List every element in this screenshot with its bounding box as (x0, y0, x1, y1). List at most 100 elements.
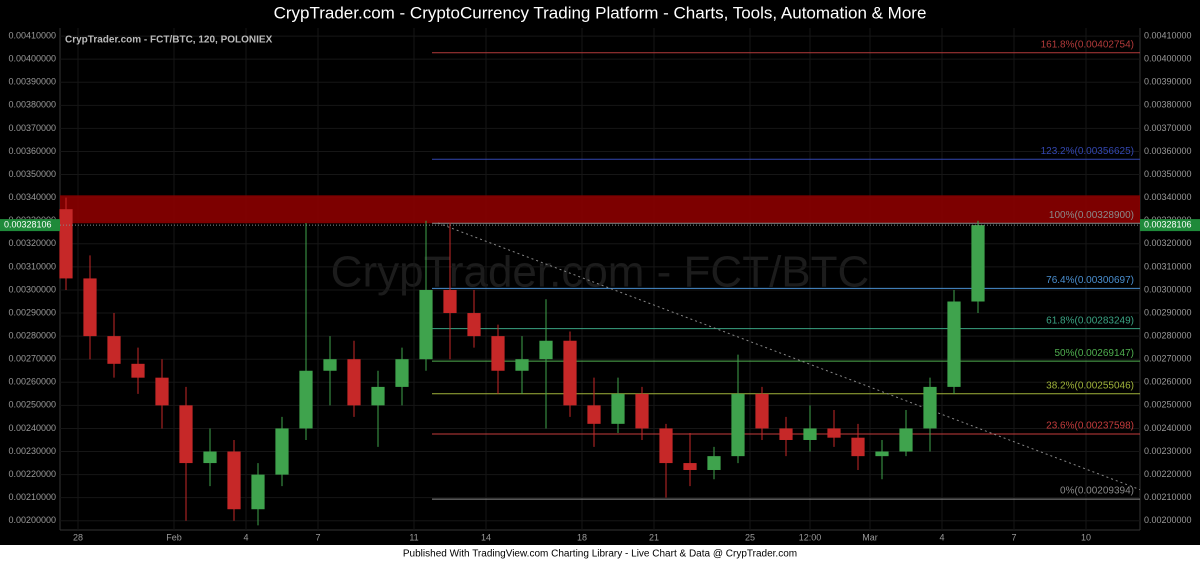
y-tick-label: 0.00230000 (8, 446, 56, 456)
candle-body (827, 428, 841, 438)
candle-body (659, 428, 673, 464)
candle-body (419, 289, 433, 360)
y2-tick-label: 0.00280000 (1144, 330, 1192, 340)
y-tick-label: 0.00410000 (8, 30, 56, 40)
candle-body (203, 451, 217, 464)
y2-tick-label: 0.00260000 (1144, 377, 1192, 387)
footer: Published With TradingView.com Charting … (403, 549, 797, 560)
y2-tick-label: 0.00310000 (1144, 261, 1192, 271)
y-tick-label: 0.00340000 (8, 192, 56, 202)
y-tick-label: 0.00210000 (8, 492, 56, 502)
y2-tick-label: 0.00270000 (1144, 354, 1192, 364)
fib-label: 38.2%(0.00255046) (1046, 380, 1134, 391)
banner: CrypTrader.com - CryptoCurrency Trading … (274, 3, 927, 22)
x-tick-label: 11 (409, 532, 418, 542)
y2-tick-label: 0.00250000 (1144, 400, 1192, 410)
y2-tick-label: 0.00400000 (1144, 54, 1192, 64)
candle-body (731, 393, 745, 457)
x-tick-label: 10 (1081, 532, 1091, 542)
y-tick-label: 0.00360000 (8, 146, 56, 156)
candle-body (275, 428, 289, 475)
candle-body (371, 386, 385, 406)
last-price-box (1140, 219, 1200, 232)
x-tick-label: 4 (243, 532, 248, 542)
x-tick-label: 25 (745, 532, 755, 542)
candle-body (635, 393, 649, 429)
trendline (437, 222, 1141, 491)
candle-body (467, 313, 481, 337)
fib-label: 0%(0.00209394) (1060, 486, 1134, 497)
x-tick-label: 28 (73, 532, 83, 542)
fib-label: 100%(0.00328900) (1049, 210, 1134, 221)
candle-body (395, 359, 409, 387)
y-tick-label: 0.00310000 (8, 261, 56, 271)
y2-tick-label: 0.00210000 (1144, 492, 1192, 502)
fib-label: 50%(0.00269147) (1054, 348, 1134, 359)
candle-body (923, 386, 937, 429)
last-price-label: 0.00328106 (1144, 219, 1192, 229)
candle-body (683, 463, 697, 470)
last-price-label: 0.00328106 (4, 219, 52, 229)
chart-title: CrypTrader.com - FCT/BTC, 120, POLONIEX (65, 35, 273, 46)
x-tick-label: 4 (939, 532, 944, 542)
y2-tick-label: 0.00390000 (1144, 77, 1192, 87)
y-tick-label: 0.00350000 (8, 169, 56, 179)
candle-body (227, 451, 241, 510)
candle-body (779, 428, 793, 440)
y-tick-label: 0.00380000 (8, 100, 56, 110)
candle-body (947, 301, 961, 387)
candle-body (131, 363, 145, 378)
candle-body (611, 393, 625, 424)
x-tick-label: 21 (649, 532, 659, 542)
y2-tick-label: 0.00350000 (1144, 169, 1192, 179)
y-tick-label: 0.00250000 (8, 400, 56, 410)
y-tick-label: 0.00220000 (8, 469, 56, 479)
candle-body (107, 336, 121, 364)
y2-tick-label: 0.00300000 (1144, 284, 1192, 294)
y-tick-label: 0.00200000 (8, 515, 56, 525)
x-tick-label: 7 (1011, 532, 1016, 542)
x-tick-label: 12:00 (799, 532, 822, 542)
y2-tick-label: 0.00290000 (1144, 307, 1192, 317)
y2-tick-label: 0.00370000 (1144, 123, 1192, 133)
y2-tick-label: 0.00360000 (1144, 146, 1192, 156)
candle-body (563, 340, 577, 406)
y2-tick-label: 0.00320000 (1144, 238, 1192, 248)
candle-body (155, 377, 169, 406)
candle-body (587, 405, 601, 424)
fib-label: 123.2%(0.00356625) (1041, 146, 1134, 157)
candle-body (323, 359, 337, 371)
y2-tick-label: 0.00200000 (1144, 515, 1192, 525)
fib-label: 61.8%(0.00283249) (1046, 315, 1134, 326)
y-tick-label: 0.00300000 (8, 284, 56, 294)
candle-body (755, 393, 769, 429)
y-tick-label: 0.00240000 (8, 423, 56, 433)
footer-band (0, 545, 1200, 562)
x-tick-label: 7 (315, 532, 320, 542)
resistance-zone (60, 195, 1140, 224)
fib-label: 76.4%(0.00300697) (1046, 275, 1134, 286)
candle-body (515, 359, 529, 371)
y-tick-label: 0.00270000 (8, 354, 56, 364)
x-tick-label: 14 (481, 532, 491, 542)
candle-body (851, 437, 865, 457)
candle-body (971, 225, 985, 302)
y-tick-label: 0.00260000 (8, 377, 56, 387)
watermark: CrypTrader.com - FCT/BTC (331, 248, 870, 297)
candle-body (83, 278, 97, 337)
y2-tick-label: 0.00240000 (1144, 423, 1192, 433)
fib-label: 23.6%(0.00237598) (1046, 421, 1134, 432)
candle-body (251, 474, 265, 510)
y-tick-label: 0.00370000 (8, 123, 56, 133)
y2-tick-label: 0.00410000 (1144, 30, 1192, 40)
y-tick-label: 0.00320000 (8, 238, 56, 248)
y-tick-label: 0.00390000 (8, 77, 56, 87)
y-tick-label: 0.00280000 (8, 330, 56, 340)
y-tick-label: 0.00290000 (8, 307, 56, 317)
candle-body (491, 336, 505, 371)
candle-body (707, 456, 721, 470)
candle-body (875, 451, 889, 457)
candle-body (443, 289, 457, 314)
x-tick-label: 18 (577, 532, 587, 542)
